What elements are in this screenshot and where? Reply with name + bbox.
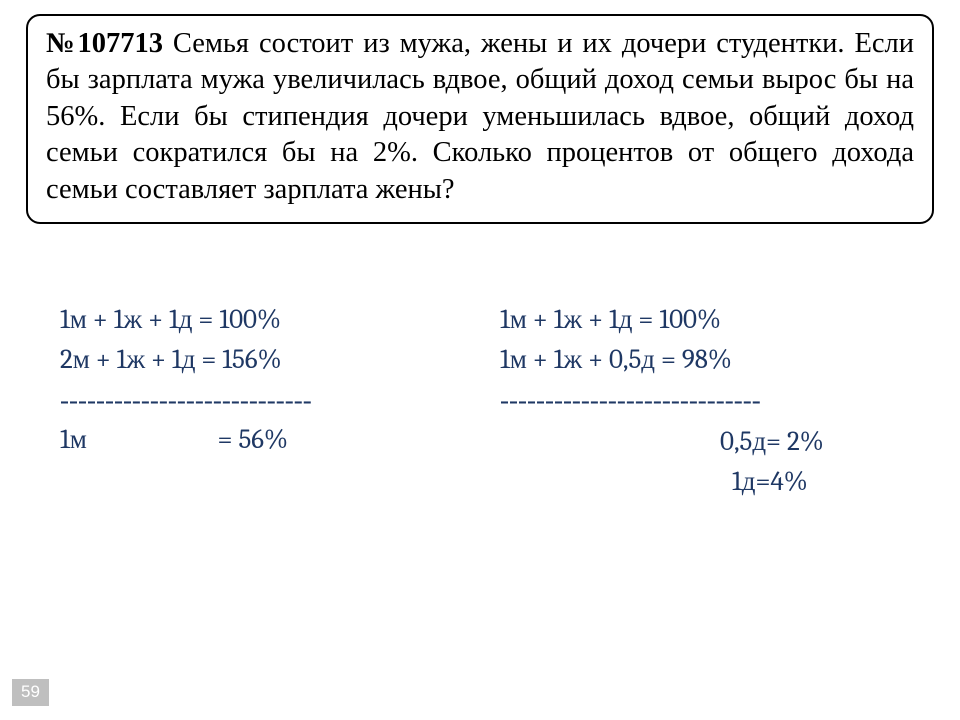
equation-separator: -----------------------------	[500, 380, 930, 420]
equation-line: 1м + 1ж + 1д = 100%	[500, 300, 930, 340]
problem-box: №107713 Семья состоит из мужа, жены и их…	[26, 14, 934, 224]
equation-line: 1м + 1ж + 1д = 100%	[60, 300, 480, 340]
equation-line: 1м + 1ж + 0,5д = 98%	[500, 340, 930, 380]
slide: №107713 Семья состоит из мужа, жены и их…	[0, 0, 960, 720]
problem-number: №107713	[46, 28, 163, 59]
equation-column-left: 1м + 1ж + 1д = 100% 2м + 1ж + 1д = 156% …	[60, 300, 480, 460]
equation-result: 1д=4%	[500, 462, 930, 502]
problem-text: Семья состоит из мужа, жены и их дочери …	[46, 28, 914, 205]
equation-column-right: 1м + 1ж + 1д = 100% 1м + 1ж + 0,5д = 98%…	[500, 300, 930, 502]
equation-results-right: 0,5д= 2% 1д=4%	[500, 422, 930, 502]
equation-result: 1м = 56%	[60, 420, 480, 460]
page-number-badge: 59	[12, 679, 49, 706]
equation-separator: ----------------------------	[60, 380, 480, 420]
page-number: 59	[21, 682, 40, 701]
equation-result: 0,5д= 2%	[500, 422, 930, 462]
equation-line: 2м + 1ж + 1д = 156%	[60, 340, 480, 380]
